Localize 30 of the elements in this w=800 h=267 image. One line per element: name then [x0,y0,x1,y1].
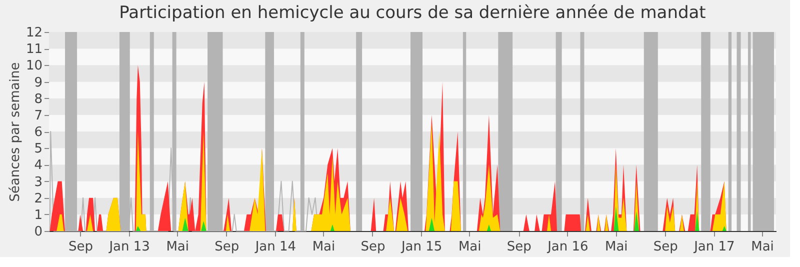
x-tick-label: Sep [214,240,240,254]
x-tick-label: Mai [604,240,628,254]
y-tick-label: 9 [34,75,42,90]
x-tick-label: Sep [506,240,532,254]
y-tick-label: 1 [34,208,42,223]
x-tick-label: Jan 15 [400,240,442,254]
y-tick-label: 5 [34,142,42,157]
y-tick-label: 0 [34,224,42,240]
x-tick-label: Jan 16 [546,240,588,254]
x-tick-label: Mai [458,240,482,254]
x-tick-label: Sep [360,240,386,254]
x-tick-label: Sep [653,240,678,254]
x-tick-label: Jan 13 [108,240,150,254]
x-tick-label: Mai [312,240,336,254]
y-tick-label: 8 [34,92,42,107]
x-tick-label: Jan 17 [693,240,735,254]
x-tick-label: Mai [166,240,190,254]
x-tick-label: Mai [751,240,774,254]
chart-title: Participation en hemicycle au cours de sa dernière année de mandat [119,3,706,23]
y-tick-label: 7 [34,108,42,124]
y-tick-label: 10 [26,58,42,74]
y-tick-label: 4 [34,158,42,174]
y-axis-title: Séances par semaine [8,62,23,202]
y-tick-label: 3 [34,174,42,190]
y-tick-label: 2 [34,191,42,206]
x-tick-label: Sep [68,240,93,254]
y-tick-label: 12 [26,26,42,40]
y-tick-label: 6 [34,125,42,140]
y-tick-label: 11 [26,42,42,58]
x-tick-label: Jan 14 [254,240,296,254]
